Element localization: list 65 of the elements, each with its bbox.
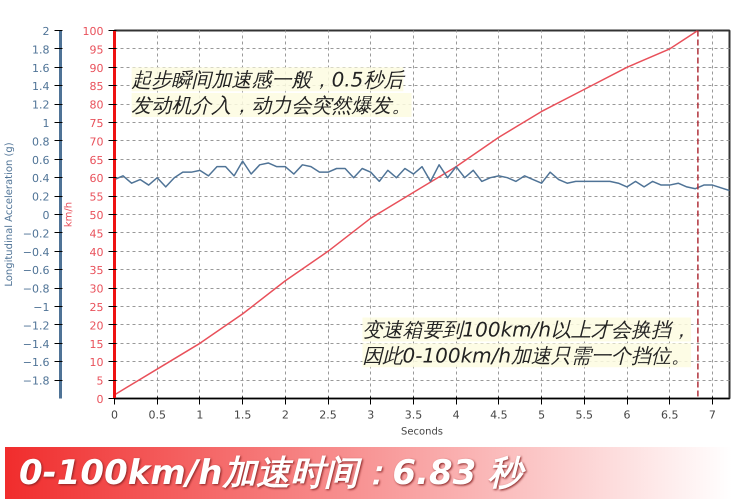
- y-tick-label: 50: [90, 209, 104, 222]
- y2-tick-label: 0.4: [32, 172, 50, 186]
- y-tick-label: 20: [90, 319, 104, 332]
- y-tick-label: 0: [96, 393, 104, 406]
- y-tick-label: 10: [90, 356, 104, 370]
- y-tick-label: 80: [90, 98, 104, 112]
- x-tick-label: 5.5: [576, 408, 594, 422]
- y2-tick-label: 0.6: [32, 154, 50, 167]
- y-tick-label: 5: [96, 374, 104, 388]
- x-tick-label: 5: [538, 408, 546, 422]
- x-tick-label: 4.5: [490, 408, 508, 422]
- y2-tick-label: 1: [42, 117, 50, 130]
- y2-tick-label: 0.2: [32, 190, 50, 204]
- y2-tick-label: −0.4: [22, 246, 50, 259]
- x-tick-label: 6: [624, 408, 630, 422]
- x-tick-label: 2: [282, 408, 289, 422]
- y2-tick-label: −1.2: [22, 319, 50, 332]
- annotation: 因此0-100km/h加速只需一个挡位。: [362, 343, 692, 368]
- y2-tick-label: 0.8: [32, 135, 50, 148]
- y-tick-label: 85: [90, 80, 104, 94]
- y2-tick-label: 2: [42, 25, 50, 38]
- y2-tick-label: 1.4: [32, 80, 50, 94]
- y-tick-label: 40: [90, 246, 104, 259]
- x-tick-label: 0: [111, 408, 118, 422]
- y-tick-label: 45: [90, 227, 104, 240]
- y-tick-label: 35: [90, 264, 104, 278]
- y-tick-label: 75: [90, 117, 104, 130]
- x-tick-label: 0.5: [148, 408, 166, 422]
- x-axis-title: Seconds: [400, 426, 444, 438]
- y2-axis-title: Longitudinal Acceleration (g): [4, 142, 15, 287]
- x-tick-label: 4: [452, 408, 460, 422]
- y2-tick-label: 1.6: [32, 62, 50, 75]
- line-series: [114, 30, 699, 396]
- y-tick-label: 15: [90, 338, 104, 351]
- x-tick-label: 3.5: [404, 408, 422, 422]
- x-tick-label: 3: [367, 408, 374, 422]
- y2-tick-label: 1.2: [32, 98, 50, 112]
- y2-tick-label: −1.8: [22, 374, 50, 388]
- y-tick-label: 65: [90, 154, 104, 167]
- y-tick-label: 90: [90, 62, 104, 75]
- y-tick-label: 55: [90, 190, 104, 204]
- y-axis-title: km/h: [64, 202, 75, 228]
- x-tick-label: 2.5: [319, 408, 337, 422]
- y2-tick-label: 1.8: [32, 43, 50, 56]
- y2-tick-label: −1.6: [22, 356, 50, 370]
- y-tick-label: 70: [90, 135, 104, 148]
- y-tick-label: 60: [90, 172, 104, 186]
- y2-tick-label: −0.6: [22, 264, 50, 278]
- y-tick-label: 100: [82, 25, 104, 38]
- y2-tick-label: 0: [42, 209, 50, 222]
- y-tick-label: 30: [90, 282, 104, 296]
- annotation: 起步瞬间加速感一般，0.5秒后: [132, 67, 406, 92]
- y2-tick-label: −1.4: [22, 338, 50, 351]
- annotation: 变速箱要到100km/h以上才会换挡，: [362, 318, 692, 342]
- x-tick-label: 7: [708, 408, 716, 422]
- x-tick-label: 6.5: [660, 408, 678, 422]
- annotation: 发动机介入，动力会突然爆发。: [132, 93, 412, 118]
- y2-tick-label: −1: [33, 301, 50, 314]
- y-tick-label: 95: [90, 43, 104, 56]
- x-tick-label: 1: [196, 408, 204, 422]
- x-tick-label: 1.5: [234, 408, 252, 422]
- y2-tick-label: −0.8: [22, 282, 50, 296]
- y-tick-label: 25: [90, 301, 104, 314]
- line-series: [114, 160, 730, 192]
- y2-tick-label: −0.2: [22, 227, 50, 240]
